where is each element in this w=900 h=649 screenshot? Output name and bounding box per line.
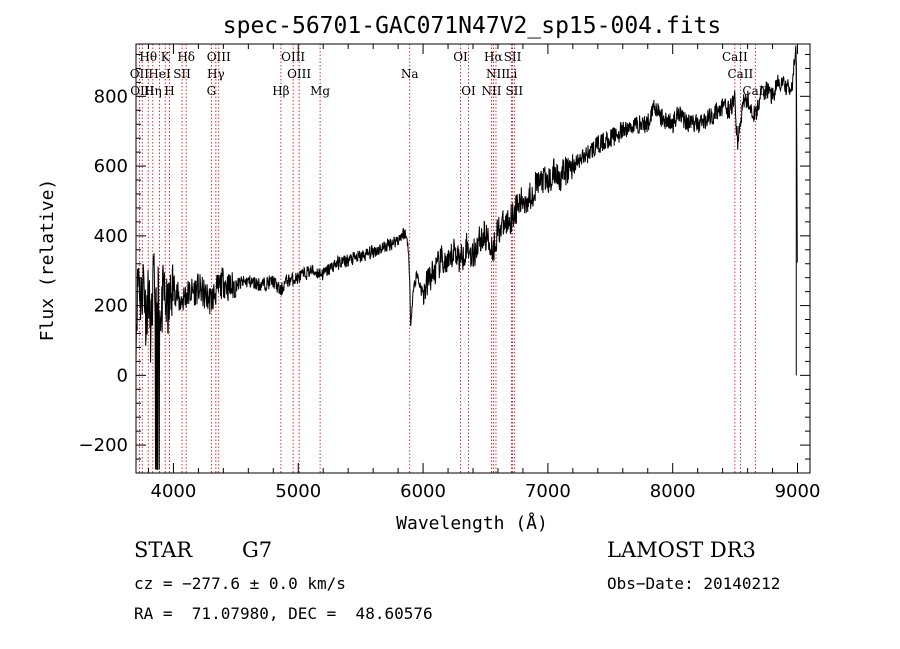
line-label: Hβ — [272, 84, 289, 98]
object-class: STAR — [134, 538, 193, 562]
line-label: CaII — [727, 67, 753, 81]
line-label: NII — [481, 84, 501, 98]
redshift-text: cz = −277.6 ± 0.0 km/s — [134, 574, 346, 593]
line-label: SII — [504, 50, 522, 64]
x-tick-label: 9000 — [775, 481, 821, 502]
line-label: H — [164, 84, 174, 98]
spectrum-line — [135, 45, 798, 470]
coordinates-text: RA = 71.07980, DEC = 48.60576 — [134, 604, 433, 623]
x-tick-label: 6000 — [400, 481, 446, 502]
line-label: Li — [506, 67, 518, 81]
y-tick-label: 800 — [94, 86, 128, 107]
chart-title: spec-56701-GAC071N47V2_sp15-004.fits — [223, 13, 722, 39]
line-label: OIII — [281, 50, 305, 64]
line-label: Hδ — [177, 50, 195, 64]
line-label: Na — [401, 67, 419, 81]
spectral-line-markers — [138, 44, 756, 473]
line-label: SII — [505, 84, 523, 98]
y-tick-label: 200 — [94, 296, 128, 317]
line-label: HeI — [148, 67, 171, 81]
line-label: OI — [453, 50, 468, 64]
survey-name: LAMOST DR3 — [607, 538, 756, 562]
obs-date: Obs−Date: 20140212 — [607, 574, 781, 593]
y-tick-label: −200 — [79, 435, 128, 456]
x-tick-label: 8000 — [650, 481, 696, 502]
x-axis-label: Wavelength (Å) — [396, 512, 548, 534]
x-tick-label: 4000 — [151, 481, 197, 502]
y-tick-label: 600 — [94, 156, 128, 177]
line-label: CaII — [722, 50, 748, 64]
line-label: Hη — [144, 84, 162, 98]
line-label: OII — [130, 67, 150, 81]
line-label: K — [161, 50, 171, 64]
y-axis-label: Flux (relative) — [37, 179, 58, 342]
y-tick-label: 400 — [94, 226, 128, 247]
line-label: Hθ — [139, 50, 157, 64]
line-label: NII — [486, 67, 506, 81]
x-tick-label: 5000 — [275, 481, 321, 502]
y-tick-label: 0 — [117, 365, 128, 386]
x-tick-label: 7000 — [525, 481, 571, 502]
line-label: SII — [173, 67, 191, 81]
object-subclass: G7 — [242, 538, 273, 562]
line-label: Hα — [484, 50, 503, 64]
line-label: OIII — [207, 50, 231, 64]
line-label: G — [207, 84, 217, 98]
line-label: Mg — [310, 84, 330, 98]
line-label: OIII — [287, 67, 311, 81]
line-label: Hγ — [207, 67, 225, 81]
axes: 4000 5000 6000 7000 8000 9000 −200 0 200 400 600 80… — [79, 43, 821, 502]
spectrum-series — [135, 45, 798, 470]
line-label: OI — [461, 84, 476, 98]
